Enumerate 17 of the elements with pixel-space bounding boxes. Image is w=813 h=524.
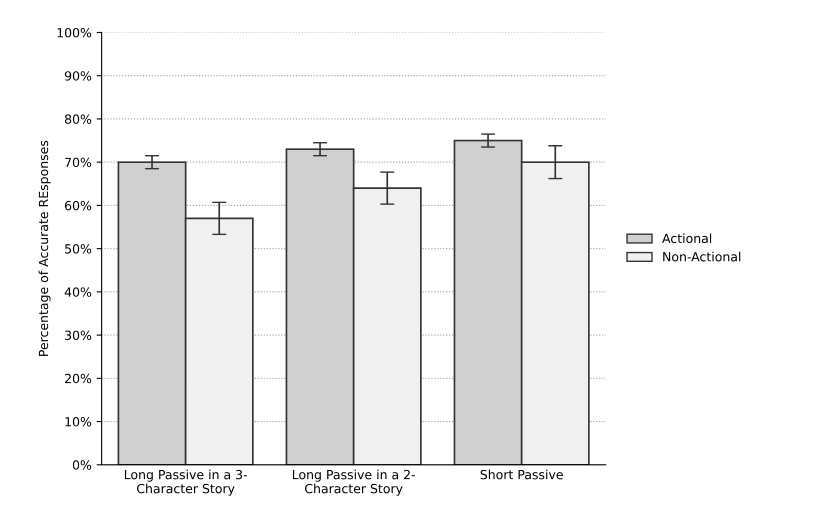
x-tick-label: Long Passive in a 3-Character Story <box>124 470 247 496</box>
y-tick-label: 90% <box>64 71 92 81</box>
y-tick-label: 40% <box>64 287 92 297</box>
y-tick-label: 70% <box>65 158 92 168</box>
y-tick-label: 100% <box>58 28 92 38</box>
legend-label: Actional <box>662 233 712 244</box>
legend-label: Non-Actional <box>663 252 740 262</box>
x-tick-label: Long Passive in a 2-Character Story <box>292 470 415 496</box>
y-tick-label: 10% <box>65 417 92 426</box>
y-tick-label: 30% <box>65 330 92 340</box>
y-tick-label: 50% <box>65 244 92 254</box>
y-tick-label: 0% <box>72 460 92 470</box>
x-tick-label: Short Passive <box>480 470 563 480</box>
y-tick-label: 20% <box>65 374 92 384</box>
y-tick-label: 80% <box>64 114 92 124</box>
y-tick-label: 60% <box>64 200 92 210</box>
y-axis-title: Percentage of Accurate REsponses <box>38 140 51 356</box>
